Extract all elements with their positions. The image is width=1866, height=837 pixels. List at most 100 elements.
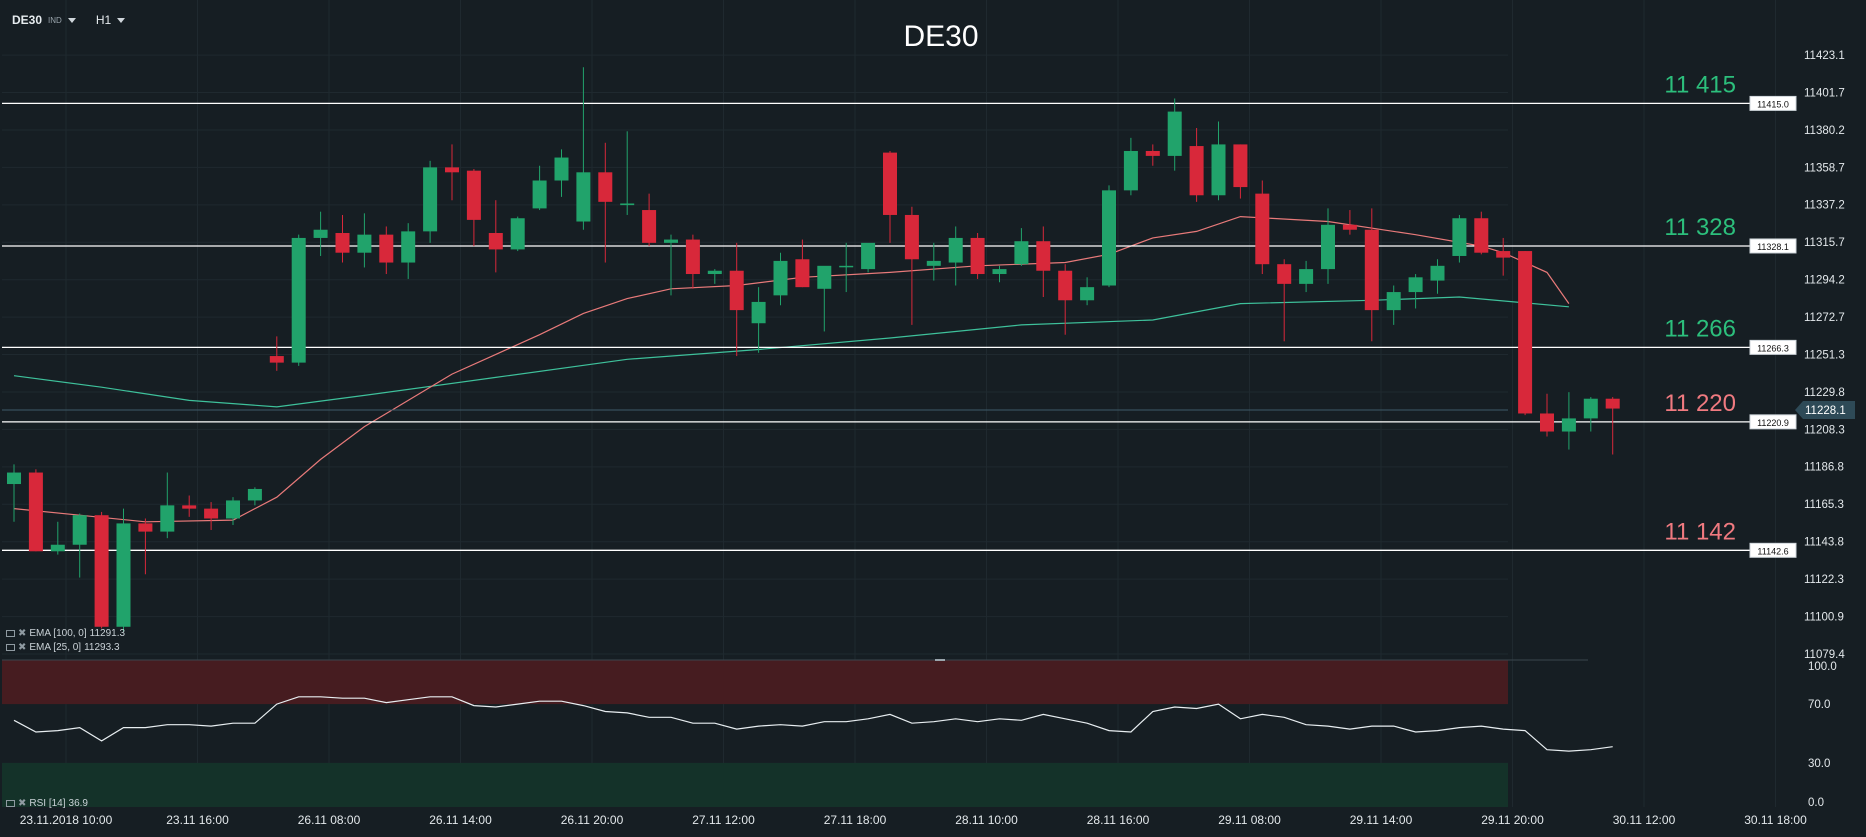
candle-body[interactable]	[1496, 251, 1511, 258]
candle-body[interactable]	[642, 210, 657, 243]
candle-body[interactable]	[883, 152, 897, 215]
candle-body[interactable]	[291, 237, 306, 363]
candle-body[interactable]	[1058, 270, 1073, 301]
candle-body[interactable]	[466, 170, 481, 220]
candle-body[interactable]	[50, 544, 65, 552]
candle-body[interactable]	[1277, 264, 1292, 284]
timeframe-selector[interactable]: H1	[95, 13, 112, 27]
candle-body[interactable]	[554, 157, 569, 181]
candle-body[interactable]	[664, 239, 678, 243]
candle-body[interactable]	[247, 488, 262, 501]
chevron-down-icon[interactable]	[117, 17, 126, 23]
rsi-tick-label: 30.0	[1808, 758, 1830, 770]
candle-body[interactable]	[1321, 224, 1335, 270]
candle-body[interactable]	[1540, 413, 1554, 432]
candle-body[interactable]	[1102, 190, 1116, 286]
candle-body[interactable]	[707, 270, 722, 275]
candle-body[interactable]	[1036, 241, 1051, 271]
y-tick-label: 11423.1	[1804, 50, 1845, 62]
candle-body[interactable]	[423, 167, 438, 232]
candle-body[interactable]	[992, 269, 1007, 275]
candle-body[interactable]	[510, 218, 525, 250]
candle-body[interactable]	[1452, 218, 1467, 256]
candle-body[interactable]	[379, 234, 394, 263]
candle-body[interactable]	[1123, 150, 1138, 191]
candle-body[interactable]	[28, 472, 43, 552]
candle-body[interactable]	[1167, 111, 1182, 156]
candle-body[interactable]	[1189, 146, 1204, 196]
candle-body[interactable]	[620, 203, 635, 206]
candle-body[interactable]	[729, 270, 744, 311]
candle-body[interactable]	[94, 515, 109, 627]
candle-body[interactable]	[1430, 265, 1445, 281]
candle-body[interactable]	[204, 508, 219, 519]
x-tick-label: 28.11 10:00	[955, 813, 1018, 827]
y-tick-label: 11208.3	[1804, 424, 1845, 436]
level-price-tag-text: 11328.1	[1757, 242, 1789, 252]
candle-body[interactable]	[1561, 418, 1576, 432]
candle-body[interactable]	[773, 260, 788, 296]
candle-body[interactable]	[598, 172, 613, 202]
candle-body[interactable]	[817, 265, 832, 289]
candle-body[interactable]	[904, 214, 919, 260]
candle-body[interactable]	[72, 515, 87, 545]
candle-body[interactable]	[795, 259, 810, 288]
candle-body[interactable]	[138, 523, 153, 532]
candle-body[interactable]	[970, 237, 985, 275]
candle-body[interactable]	[335, 233, 350, 253]
candle-body[interactable]	[926, 260, 941, 266]
symbol-selector[interactable]: DE30	[12, 13, 43, 27]
ema25-legend: ✖ EMA [25, 0] 11293.3	[6, 642, 120, 653]
level-label: 11 266	[1664, 315, 1736, 342]
x-tick-label: 26.11 14:00	[429, 813, 492, 827]
candle-body[interactable]	[1299, 269, 1314, 284]
close-icon[interactable]: ✖	[18, 628, 27, 639]
candle-body[interactable]	[357, 234, 372, 253]
close-icon[interactable]: ✖	[18, 642, 27, 653]
candle-body[interactable]	[1518, 251, 1533, 414]
candle-body[interactable]	[1583, 398, 1598, 419]
candle-body[interactable]	[182, 505, 197, 509]
candle-body[interactable]	[948, 237, 963, 263]
candle-body[interactable]	[1364, 229, 1379, 311]
ema25-legend-value: 11293.3	[84, 642, 120, 653]
candle-body[interactable]	[313, 229, 328, 238]
candle-body[interactable]	[7, 472, 21, 485]
candle-body[interactable]	[1255, 193, 1270, 265]
close-icon[interactable]: ✖	[18, 798, 27, 809]
candle-body[interactable]	[401, 231, 416, 263]
candle-body[interactable]	[1211, 144, 1226, 196]
rsi-legend-name: RSI [14]	[29, 798, 66, 809]
candle-body[interactable]	[1386, 292, 1401, 311]
candle-body[interactable]	[116, 523, 131, 627]
indicator-settings-icon[interactable]	[6, 630, 15, 637]
candle-body[interactable]	[488, 233, 503, 250]
x-tick-label: 30.11 18:00	[1744, 813, 1807, 827]
candle-body[interactable]	[1014, 241, 1029, 265]
indicator-settings-icon[interactable]	[6, 644, 15, 651]
rsi-oversold-zone	[2, 762, 1508, 807]
candle-body[interactable]	[1605, 398, 1620, 409]
candle-body[interactable]	[1080, 287, 1095, 301]
chevron-down-icon[interactable]	[67, 17, 76, 23]
candle-body[interactable]	[1145, 150, 1160, 156]
candle-body[interactable]	[532, 180, 547, 209]
candle-body[interactable]	[269, 356, 284, 363]
candle-body[interactable]	[160, 505, 175, 532]
candle-body[interactable]	[226, 500, 240, 519]
candle-body[interactable]	[1474, 218, 1489, 253]
y-tick-label: 11143.8	[1804, 537, 1844, 549]
panel-resize-handle[interactable]	[935, 659, 945, 661]
candle-body[interactable]	[445, 167, 459, 173]
candle-body[interactable]	[751, 301, 766, 324]
indicator-settings-icon[interactable]	[6, 800, 15, 807]
candle-body[interactable]	[1342, 224, 1357, 230]
candle-body[interactable]	[576, 172, 591, 222]
candle-body[interactable]	[861, 242, 876, 270]
candle-body[interactable]	[839, 265, 854, 268]
ema25-line	[13, 215, 1570, 523]
candle-body[interactable]	[685, 239, 700, 275]
candle-body[interactable]	[1408, 277, 1423, 293]
candle-body[interactable]	[1233, 144, 1248, 188]
